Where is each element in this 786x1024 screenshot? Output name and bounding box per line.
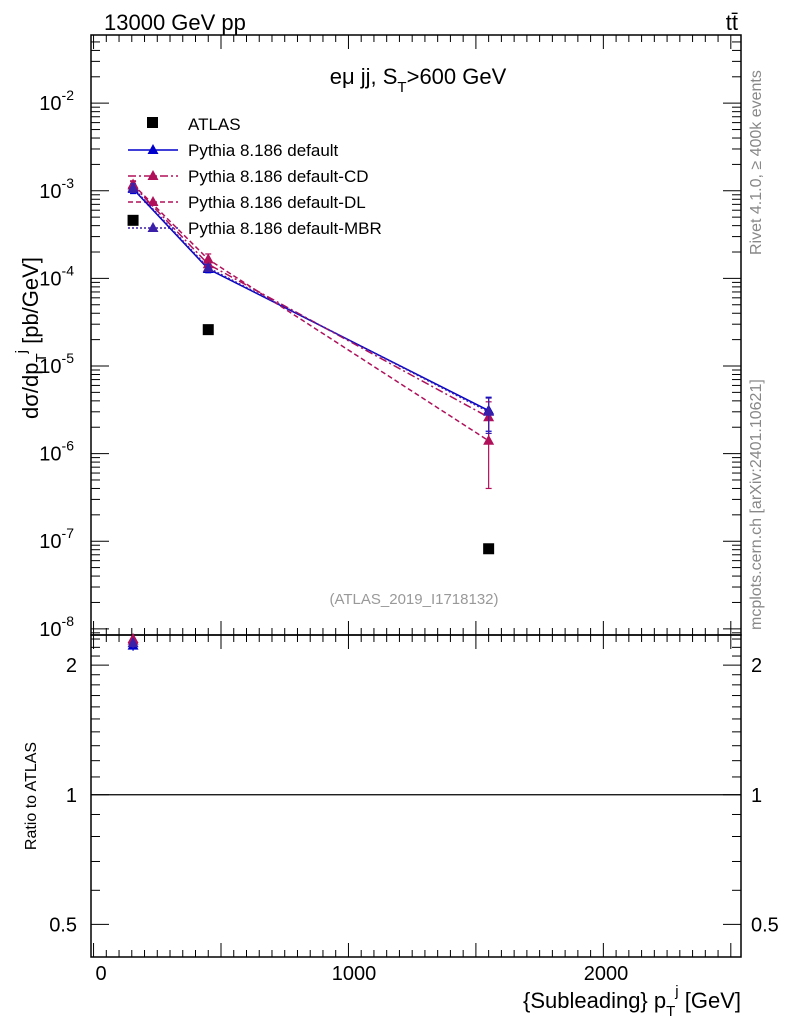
y-axis-title-unit: [pb/GeV] [18, 257, 43, 350]
y-tick-label: 10-3 [39, 175, 74, 203]
y-axis-title: dσ/dpTj [pb/GeV] [13, 257, 50, 419]
legend-label-dl: Pythia 8.186 default-DL [188, 193, 366, 212]
ratio-tick-label-left: 0.5 [49, 914, 77, 936]
y-tick-label-base: 10 [39, 444, 61, 466]
x-tick-label-2000: 2000 [584, 963, 629, 985]
ratio-tick-label-left: 1 [66, 785, 77, 807]
x-axis-title-unit: [GeV] [679, 988, 741, 1013]
legend-label-atlas: ATLAS [188, 115, 241, 134]
x-axis-title-head: {Subleading} p [523, 988, 666, 1013]
x-axis-title-sup: j [674, 983, 678, 1000]
process-label: tt̄ [726, 10, 738, 35]
legend-label-cd: Pythia 8.186 default-CD [188, 167, 369, 186]
data-point-mbr [127, 181, 139, 192]
chart-title-tail: >600 GeV [407, 64, 507, 89]
y-tick-label-base: 10 [39, 531, 61, 553]
ratio-point-mbr [127, 637, 139, 648]
data-point-atlas [202, 324, 214, 336]
x-axis-title-sub: T [666, 1003, 675, 1020]
analysis-id-label: (ATLAS_2019_I1718132) [329, 591, 498, 608]
legend-marker-default [147, 144, 159, 154]
y-tick-label: 10-4 [39, 262, 74, 290]
ratio-tick-label-right: 2 [751, 655, 762, 677]
legend-marker-atlas [147, 117, 158, 128]
axis-ticks [91, 34, 741, 957]
y-tick-label-base: 10 [39, 619, 61, 641]
data-point-mbr [483, 405, 495, 416]
y-tick-label-exponent: -4 [62, 262, 75, 278]
legend-label-mbr: Pythia 8.186 default-MBR [188, 219, 382, 238]
y-axis-title-sup: j [13, 350, 30, 354]
y-tick-label: 10-6 [39, 438, 74, 466]
data-point-dl [483, 434, 495, 445]
data-marks [127, 178, 495, 651]
chart-title: eμ jj, ST>600 GeV [330, 64, 507, 96]
energy-label: 13000 GeV pp [104, 10, 246, 35]
y-tick-label-exponent: -2 [62, 87, 75, 103]
ratio-tick-label-right: 0.5 [751, 914, 779, 936]
y-tick-label-exponent: -8 [62, 613, 75, 629]
y-tick-labels: 10-810-710-610-510-410-310-20.5 0.51 12 2 [39, 87, 779, 936]
chart-title-sub: T [397, 79, 406, 96]
x-tick-label-0: 0 [95, 963, 106, 985]
y-tick-label-exponent: -3 [62, 175, 75, 191]
chart-title-head: eμ jj, S [330, 64, 398, 89]
legend: ATLAS Pythia 8.186 default Pythia 8.186 … [128, 115, 382, 238]
data-point-atlas [483, 543, 495, 555]
y-axis-title-head: dσ/dp [18, 363, 43, 419]
data-point-mbr [202, 261, 214, 272]
y-tick-label-base: 10 [39, 181, 61, 203]
x-tick-label-1000: 1000 [332, 963, 377, 985]
y-tick-label: 10-8 [39, 613, 74, 641]
ratio-tick-label-right: 1 [751, 785, 762, 807]
ratio-tick-label-left: 2 [66, 655, 77, 677]
legend-marker-mbr [147, 222, 159, 232]
y-tick-label-exponent: -6 [62, 438, 75, 454]
x-axis-title: {Subleading} pTj [GeV] [523, 983, 741, 1020]
data-point-dl [202, 253, 214, 264]
y-tick-label: 10-2 [39, 87, 74, 115]
rivet-version-label: Rivet 4.1.0, ≥ 400k events [748, 70, 765, 255]
y-tick-label-base: 10 [39, 268, 61, 290]
y-tick-label: 10-7 [39, 525, 74, 553]
y-tick-label-exponent: -5 [62, 350, 75, 366]
y-tick-label-base: 10 [39, 93, 61, 115]
source-label: mcplots.cern.ch [arXiv:2401.10621] [748, 379, 765, 630]
data-point-atlas [127, 214, 139, 226]
y-tick-label: 10-5 [39, 350, 74, 378]
y-axis-title-sub: T [33, 353, 50, 362]
y-tick-label-exponent: -7 [62, 525, 75, 541]
ratio-axis-title: Ratio to ATLAS [23, 742, 40, 850]
legend-marker-dl [147, 196, 159, 206]
legend-marker-cd [147, 170, 159, 180]
y-tick-label-base: 10 [39, 356, 61, 378]
ratio-panel-frame [90, 634, 742, 958]
legend-label-default: Pythia 8.186 default [188, 141, 339, 160]
